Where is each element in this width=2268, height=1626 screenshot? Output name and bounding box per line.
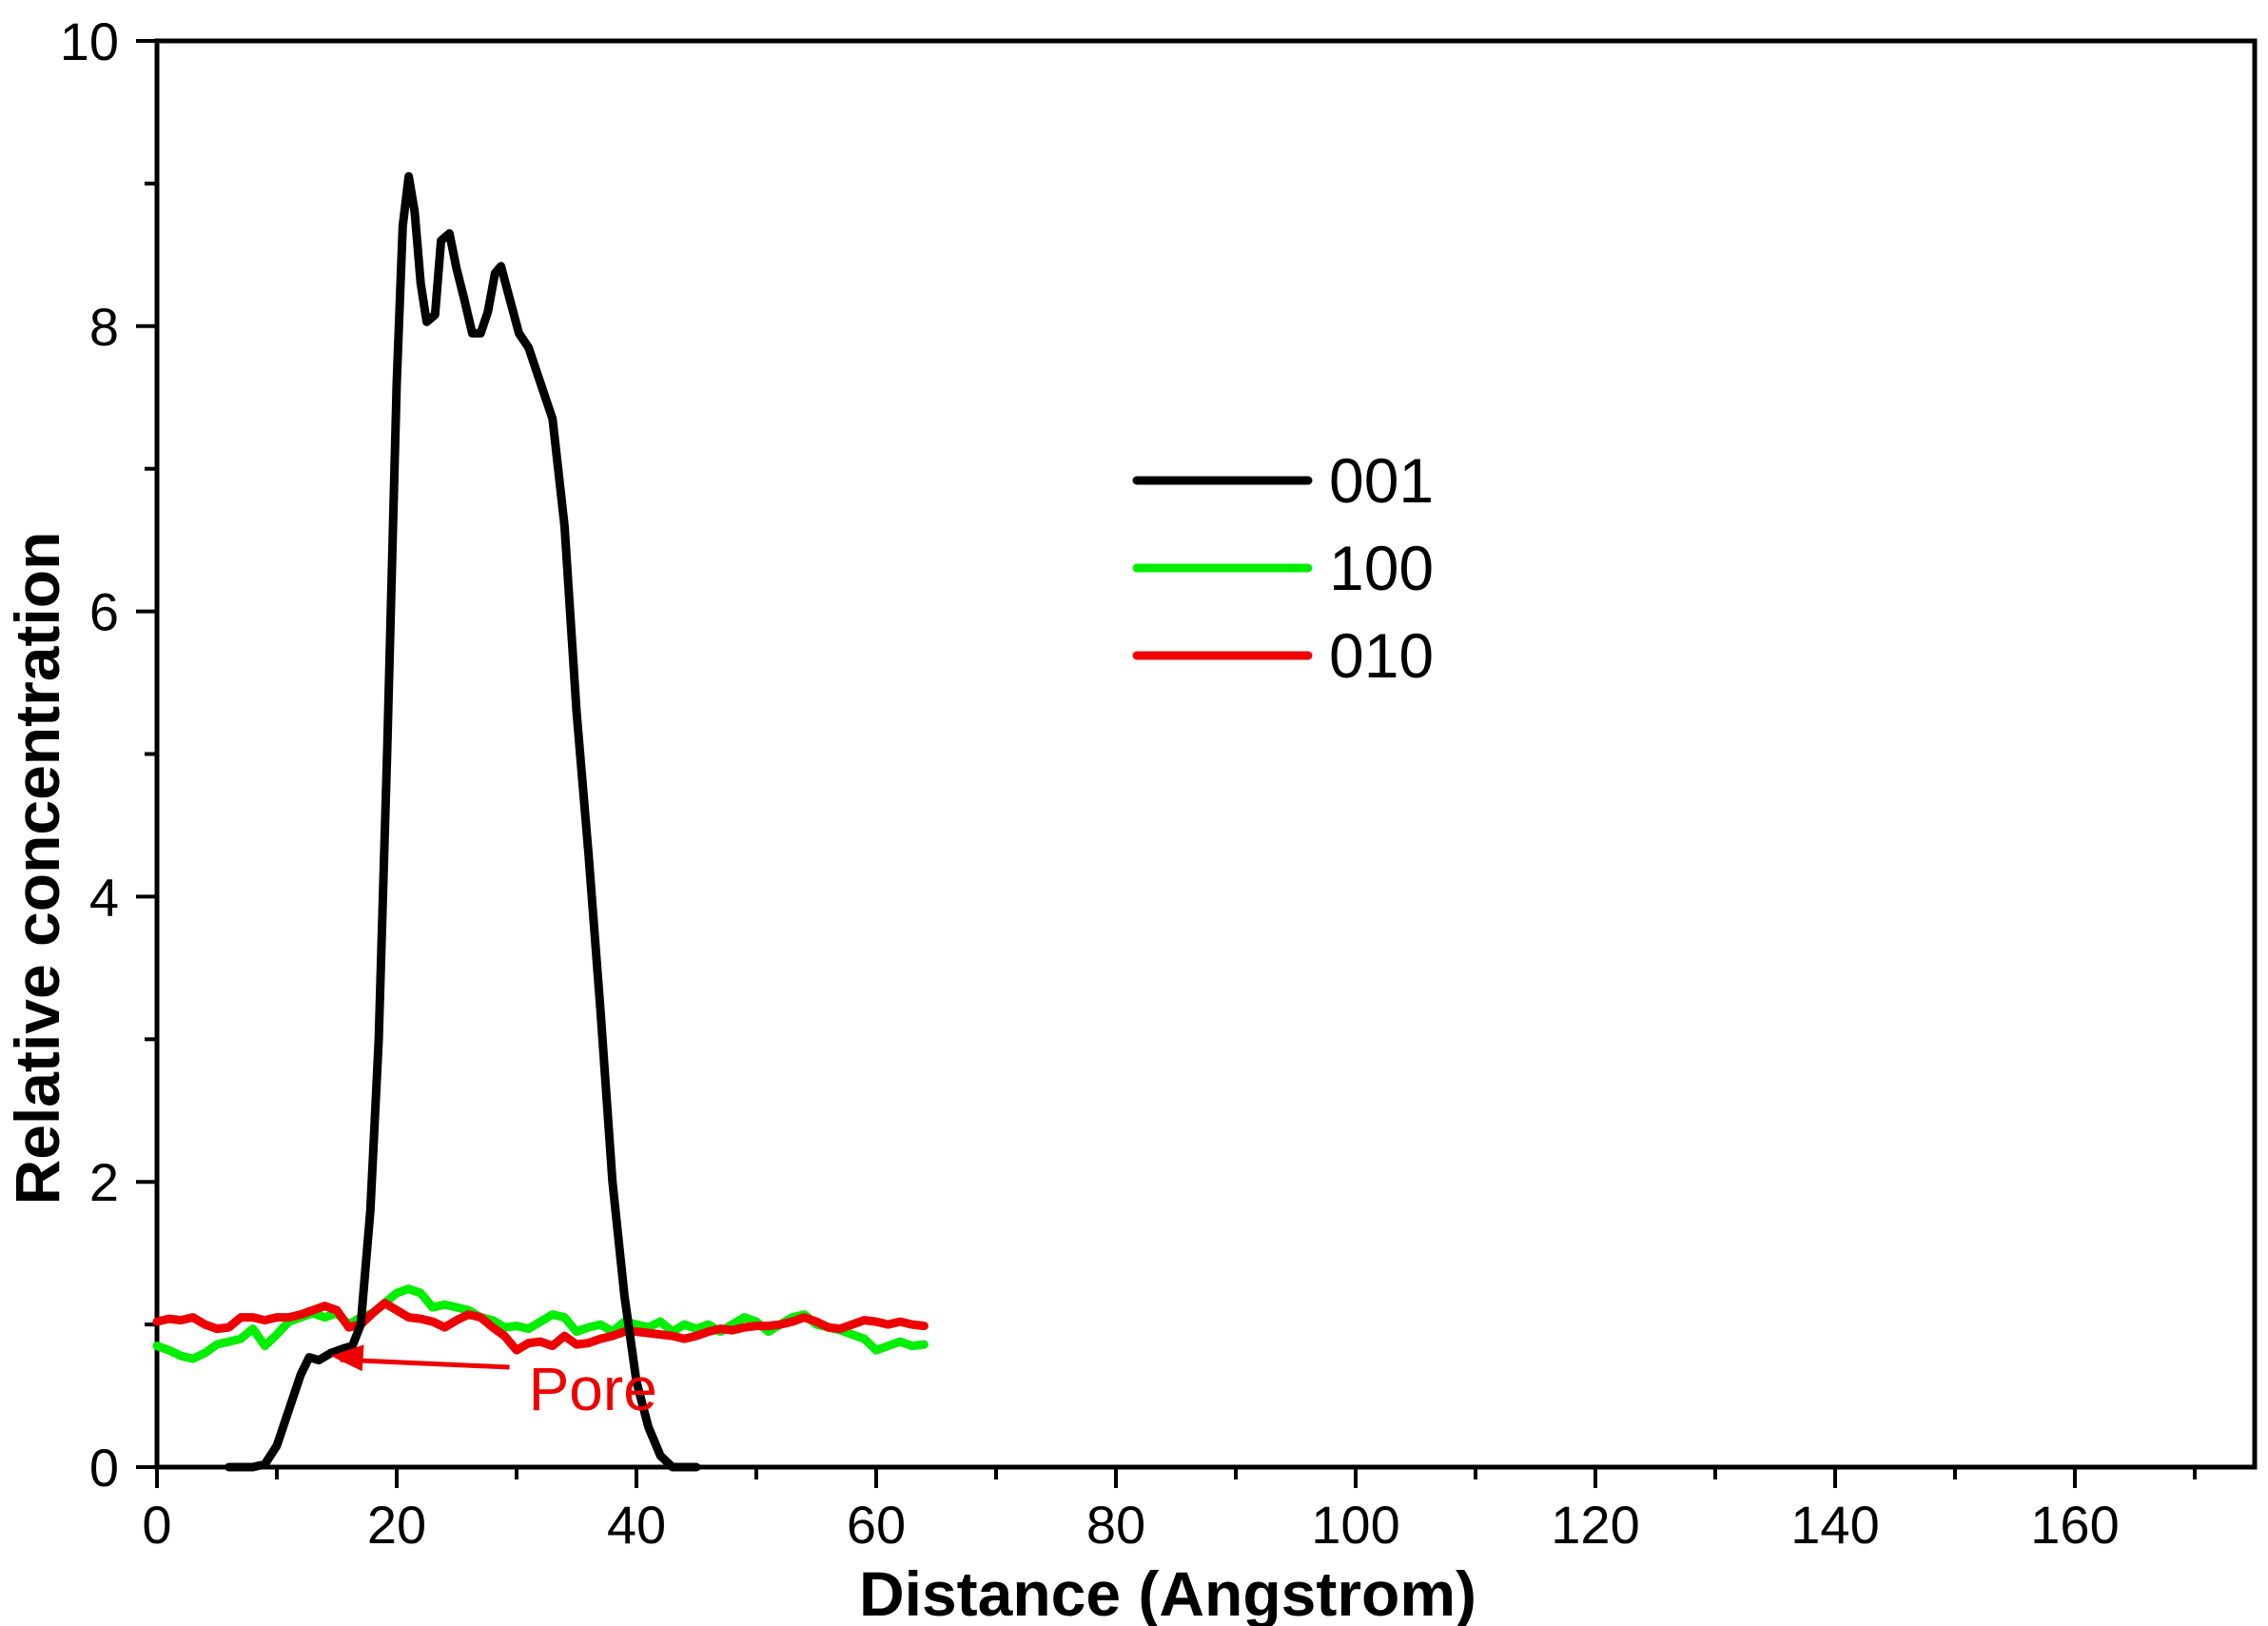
plot-frame bbox=[154, 38, 2258, 1470]
y-tick-label: 10 bbox=[60, 11, 119, 71]
x-tick-label: 160 bbox=[2030, 1495, 2119, 1555]
legend-label-010: 010 bbox=[1329, 620, 1434, 691]
y-tick-label: 8 bbox=[89, 297, 119, 357]
series-line-010 bbox=[152, 1299, 929, 1355]
y-axis: 0 2 4 6 8 10 bbox=[60, 11, 157, 1498]
x-tick-label: 40 bbox=[607, 1495, 666, 1555]
series-layer bbox=[152, 171, 929, 1472]
y-tick-label: 4 bbox=[89, 867, 119, 927]
y-tick-label: 0 bbox=[89, 1438, 119, 1498]
x-tick-label: 120 bbox=[1551, 1495, 1639, 1555]
x-tick-label: 100 bbox=[1311, 1495, 1399, 1555]
annotation-label: Pore bbox=[529, 1355, 657, 1423]
annotation-arrow-line bbox=[340, 1357, 510, 1370]
legend: 001 100 010 bbox=[1132, 445, 1434, 691]
legend-label-001: 001 bbox=[1329, 445, 1434, 516]
x-tick-label: 140 bbox=[1790, 1495, 1879, 1555]
series-line-100 bbox=[152, 1284, 929, 1363]
x-tick-label: 60 bbox=[847, 1495, 906, 1555]
x-axis-title: Distance (Angstrom) bbox=[859, 1558, 1476, 1626]
x-axis: 0 20 40 60 80 100 120 140 160 bbox=[142, 1467, 2197, 1555]
annotation-arrowhead bbox=[330, 1344, 364, 1372]
y-axis-title: Relative concentration bbox=[2, 532, 72, 1205]
legend-label-100: 100 bbox=[1329, 533, 1434, 603]
x-tick-label: 80 bbox=[1086, 1495, 1145, 1555]
y-tick-label: 6 bbox=[89, 582, 119, 642]
x-tick-label: 20 bbox=[367, 1495, 426, 1555]
series-line-001 bbox=[225, 171, 701, 1472]
x-tick-label: 0 bbox=[142, 1495, 171, 1555]
annotation-layer: Pore bbox=[330, 1344, 657, 1423]
y-tick-label: 2 bbox=[89, 1152, 119, 1212]
